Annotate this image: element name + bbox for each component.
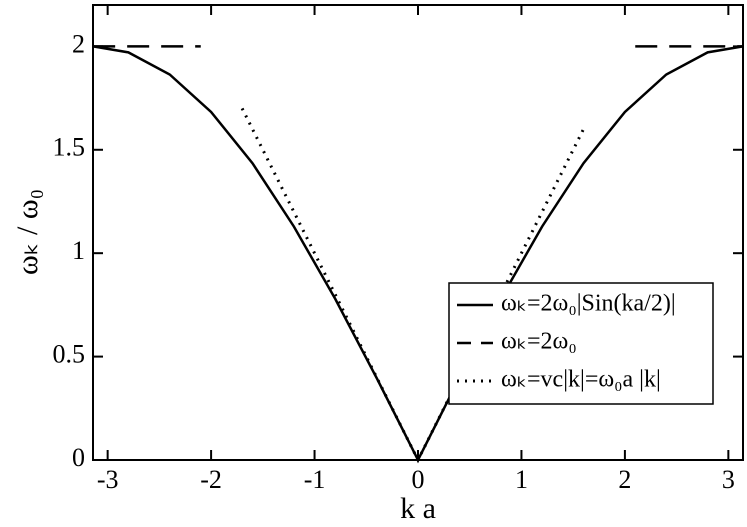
x-tick-label: -2 xyxy=(200,465,222,494)
x-tick-label: 1 xyxy=(515,465,528,494)
series-line xyxy=(240,107,585,464)
legend-label: ωₖ=2ω₀|Sin(ka/2)| xyxy=(501,291,676,317)
y-tick-label: 2 xyxy=(72,29,85,58)
legend-label: ωₖ=vc|k|=ω₀a |k| xyxy=(501,367,661,393)
y-tick-label: 1.5 xyxy=(53,133,86,162)
x-tick-label: 2 xyxy=(618,465,631,494)
x-tick-label: -3 xyxy=(97,465,119,494)
x-axis-label: k a xyxy=(400,492,436,525)
y-tick-label: 0.5 xyxy=(53,340,86,369)
y-tick-label: 0 xyxy=(72,443,85,472)
x-tick-label: 3 xyxy=(722,465,735,494)
y-tick-label: 1 xyxy=(72,236,85,265)
x-tick-label: 0 xyxy=(412,465,425,494)
legend-label: ωₖ=2ω₀ xyxy=(501,329,577,355)
y-axis-label: ωₖ / ω₀ xyxy=(11,189,44,275)
x-tick-label: -1 xyxy=(304,465,326,494)
